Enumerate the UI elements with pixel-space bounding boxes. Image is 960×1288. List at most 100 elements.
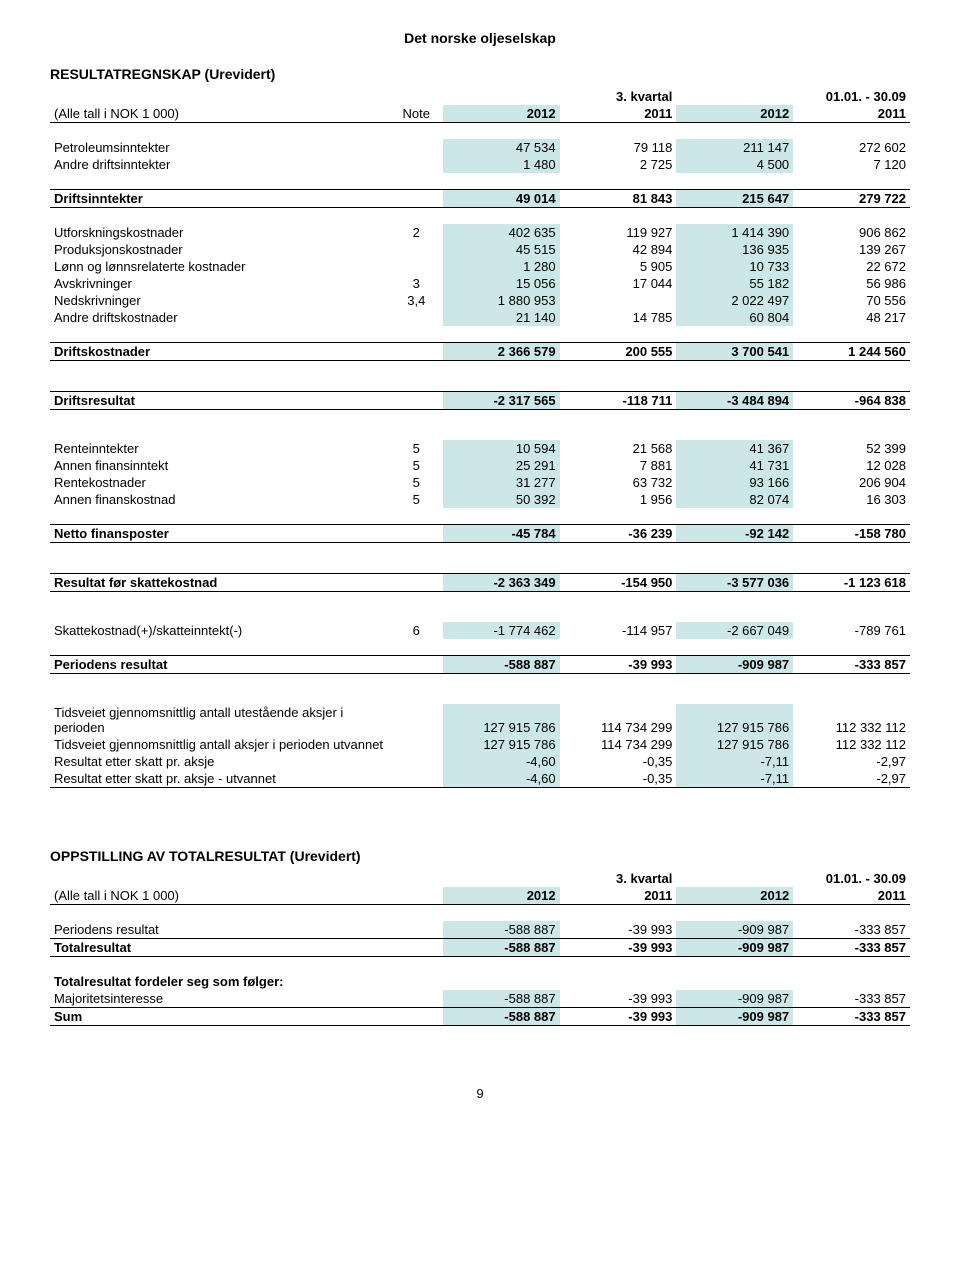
cell: 1 414 390 xyxy=(676,224,793,241)
cell: -0,35 xyxy=(560,753,677,770)
cell: -909 987 xyxy=(676,656,793,674)
row-label: Resultat før skattekostnad xyxy=(50,574,390,592)
unit-label: (Alle tall i NOK 1 000) xyxy=(50,887,390,905)
cell: 112 332 112 xyxy=(793,736,910,753)
cell: -4,60 xyxy=(443,753,560,770)
table-row: Avskrivninger 3 15 056 17 044 55 182 56 … xyxy=(50,275,910,292)
section2-heading: OPPSTILLING AV TOTALRESULTAT (Urevidert) xyxy=(50,848,910,864)
cell: -909 987 xyxy=(676,939,793,957)
cell: 279 722 xyxy=(793,190,910,208)
year-header: 2011 xyxy=(560,887,677,905)
subtotal-row: Netto finansposter -45 784 -36 239 -92 1… xyxy=(50,525,910,543)
cell: 22 672 xyxy=(793,258,910,275)
cell: 82 074 xyxy=(676,491,793,508)
row-label: Periodens resultat xyxy=(50,656,390,674)
cell: 55 182 xyxy=(676,275,793,292)
cell: 21 140 xyxy=(443,309,560,326)
cell: 114 734 299 xyxy=(560,704,677,736)
cell: 17 044 xyxy=(560,275,677,292)
row-label: Renteinntekter xyxy=(50,440,390,457)
table-row: Andre driftsinntekter 1 480 2 725 4 500 … xyxy=(50,156,910,173)
row-label: Lønn og lønnsrelaterte kostnader xyxy=(50,258,390,275)
cell: -39 993 xyxy=(560,656,677,674)
cell: -909 987 xyxy=(676,990,793,1008)
cell: 10 594 xyxy=(443,440,560,457)
row-note: 5 xyxy=(390,457,443,474)
cell: -333 857 xyxy=(793,990,910,1008)
cell: 31 277 xyxy=(443,474,560,491)
cell: -588 887 xyxy=(443,921,560,939)
comprehensive-income-table: 3. kvartal 01.01. - 30.09 (Alle tall i N… xyxy=(50,870,910,1026)
cell: 70 556 xyxy=(793,292,910,309)
cell: 49 014 xyxy=(443,190,560,208)
cell: 48 217 xyxy=(793,309,910,326)
row-label: Petroleumsinntekter xyxy=(50,139,390,156)
cell: 2 725 xyxy=(560,156,677,173)
cell: 81 843 xyxy=(560,190,677,208)
cell: -2,97 xyxy=(793,770,910,788)
table-row: Annen finanskostnad 5 50 392 1 956 82 07… xyxy=(50,491,910,508)
cell: 906 862 xyxy=(793,224,910,241)
year-header: 2012 xyxy=(443,887,560,905)
cell: -2 317 565 xyxy=(443,392,560,410)
cell: 1 480 xyxy=(443,156,560,173)
row-note: 6 xyxy=(390,622,443,639)
cell: -333 857 xyxy=(793,921,910,939)
cell: 127 915 786 xyxy=(443,736,560,753)
year-header: 2011 xyxy=(793,105,910,123)
cell: 127 915 786 xyxy=(443,704,560,736)
row-label: Rentekostnader xyxy=(50,474,390,491)
row-note xyxy=(390,139,443,156)
table-row: Tidsveiet gjennomsnittlig antall uteståe… xyxy=(50,704,910,736)
cell: -39 993 xyxy=(560,921,677,939)
cell: -909 987 xyxy=(676,921,793,939)
year-header: 2012 xyxy=(676,105,793,123)
cell: -7,11 xyxy=(676,753,793,770)
table-row: Resultat etter skatt pr. aksje - utvanne… xyxy=(50,770,910,788)
cell: 1 280 xyxy=(443,258,560,275)
subtotal-row: Sum -588 887 -39 993 -909 987 -333 857 xyxy=(50,1008,910,1026)
page-number: 9 xyxy=(50,1086,910,1101)
table-row: Periodens resultat -588 887 -39 993 -909… xyxy=(50,921,910,939)
cell: 7 120 xyxy=(793,156,910,173)
year-header-row: (Alle tall i NOK 1 000) Note 2012 2011 2… xyxy=(50,105,910,123)
row-note: 3,4 xyxy=(390,292,443,309)
cell: -333 857 xyxy=(793,656,910,674)
cell: -1 123 618 xyxy=(793,574,910,592)
income-statement-table: 3. kvartal 01.01. - 30.09 (Alle tall i N… xyxy=(50,88,910,788)
cell: 402 635 xyxy=(443,224,560,241)
row-label: Netto finansposter xyxy=(50,525,390,543)
row-note xyxy=(390,156,443,173)
row-label: Totalresultat xyxy=(50,939,390,957)
table-row: Majoritetsinteresse -588 887 -39 993 -90… xyxy=(50,990,910,1008)
table-row: Resultat etter skatt pr. aksje -4,60 -0,… xyxy=(50,753,910,770)
cell: 127 915 786 xyxy=(676,704,793,736)
section1-heading: RESULTATREGNSKAP (Urevidert) xyxy=(50,66,910,82)
cell: 1 956 xyxy=(560,491,677,508)
cell: -3 577 036 xyxy=(676,574,793,592)
period1-label: 3. kvartal xyxy=(443,88,677,105)
cell: -45 784 xyxy=(443,525,560,543)
cell: -333 857 xyxy=(793,1008,910,1026)
period1-label: 3. kvartal xyxy=(443,870,677,887)
cell: 52 399 xyxy=(793,440,910,457)
cell: 2 022 497 xyxy=(676,292,793,309)
cell: -92 142 xyxy=(676,525,793,543)
cell: 136 935 xyxy=(676,241,793,258)
document-title: Det norske oljeselskap xyxy=(50,30,910,46)
row-label: Totalresultat fordeler seg som følger: xyxy=(50,973,910,990)
year-header-row: (Alle tall i NOK 1 000) 2012 2011 2012 2… xyxy=(50,887,910,905)
row-note: 3 xyxy=(390,275,443,292)
cell: 15 056 xyxy=(443,275,560,292)
cell: 211 147 xyxy=(676,139,793,156)
table-row: Nedskrivninger 3,4 1 880 953 2 022 497 7… xyxy=(50,292,910,309)
cell: 41 731 xyxy=(676,457,793,474)
subtotal-row: Driftsinntekter 49 014 81 843 215 647 27… xyxy=(50,190,910,208)
cell: 41 367 xyxy=(676,440,793,457)
cell: 114 734 299 xyxy=(560,736,677,753)
cell: 21 568 xyxy=(560,440,677,457)
cell: -39 993 xyxy=(560,939,677,957)
cell: 12 028 xyxy=(793,457,910,474)
cell: -909 987 xyxy=(676,1008,793,1026)
row-label: Andre driftskostnader xyxy=(50,309,390,326)
